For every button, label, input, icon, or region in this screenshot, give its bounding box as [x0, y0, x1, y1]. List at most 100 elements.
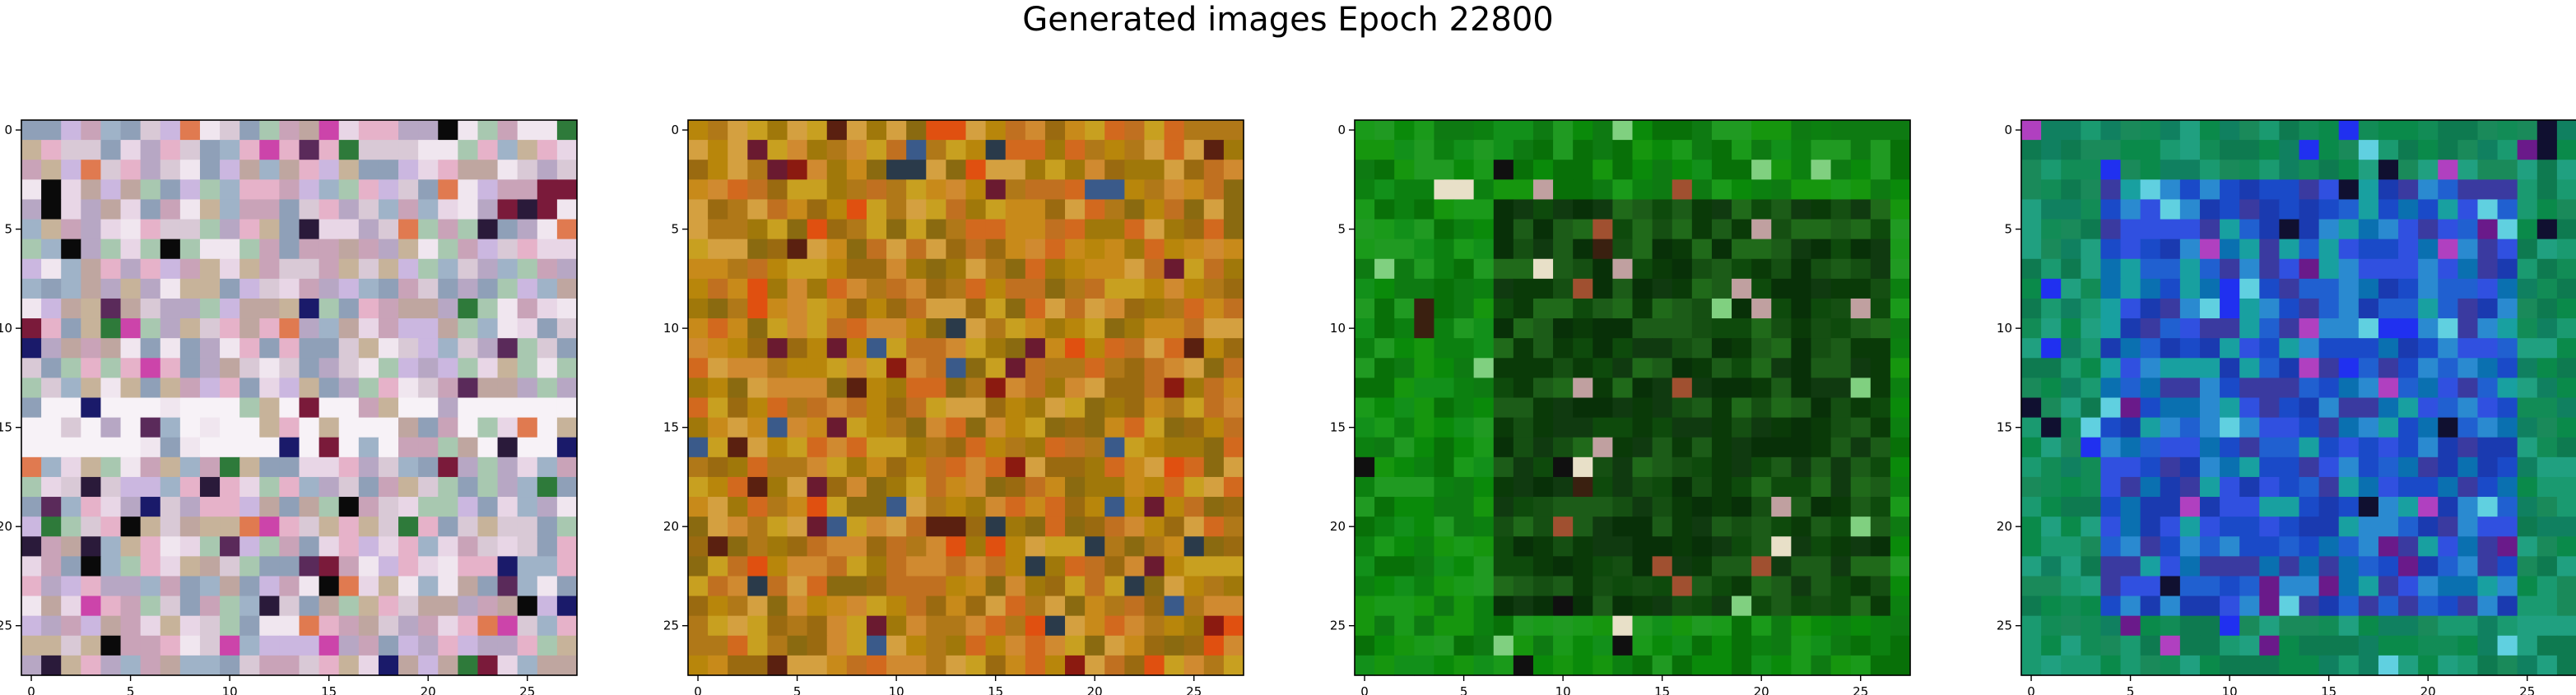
- pixel: [807, 655, 828, 676]
- pixel: [946, 635, 967, 656]
- pixel: [1085, 160, 1105, 180]
- pixel: [2517, 655, 2538, 676]
- pixel: [279, 278, 300, 299]
- pixel: [1890, 456, 1911, 478]
- pixel: [2259, 378, 2280, 399]
- pixel: [1355, 219, 1375, 240]
- pixel: [259, 258, 280, 280]
- pixel: [2299, 556, 2320, 577]
- pixel: [2378, 179, 2399, 201]
- pixel: [1223, 437, 1244, 458]
- pixel: [1612, 258, 1634, 280]
- pixel: [378, 239, 399, 260]
- pixel: [1493, 199, 1514, 220]
- pixel: [2378, 338, 2399, 359]
- pixel: [1374, 497, 1395, 517]
- pixel: [438, 239, 458, 260]
- pixel: [2438, 358, 2458, 378]
- pixel: [299, 278, 320, 299]
- pixel: [299, 615, 320, 637]
- pixel: [279, 358, 300, 378]
- pixel: [537, 258, 558, 280]
- pixel: [747, 576, 769, 597]
- pixel: [2418, 417, 2439, 438]
- pixel: [1414, 536, 1435, 557]
- pixel: [100, 615, 122, 637]
- pixel: [708, 140, 728, 160]
- pixel: [398, 239, 419, 260]
- pixel: [398, 338, 419, 359]
- pixel: [41, 278, 62, 299]
- pixel: [1183, 219, 1205, 240]
- pixel: [1104, 318, 1125, 339]
- pixel: [1005, 476, 1026, 498]
- pixel: [179, 140, 201, 160]
- pixel: [61, 517, 81, 537]
- pixel: [688, 120, 709, 141]
- pixel: [1850, 655, 1872, 676]
- pixel: [1532, 120, 1554, 141]
- pixel: [1672, 239, 1693, 260]
- pixel: [946, 576, 967, 597]
- pixel: [2179, 556, 2201, 577]
- pixel: [220, 397, 240, 419]
- pixel: [477, 160, 499, 180]
- pixel: [418, 160, 439, 180]
- pixel: [358, 437, 379, 458]
- pixel: [906, 120, 927, 141]
- pixel: [1751, 298, 1772, 319]
- pixel: [767, 476, 788, 498]
- pixel: [2497, 298, 2518, 319]
- pixel: [2120, 595, 2141, 617]
- pixel: [2318, 338, 2340, 359]
- pixel: [140, 378, 161, 399]
- pixel: [767, 378, 788, 399]
- pixel: [708, 258, 728, 280]
- pixel: [946, 417, 967, 438]
- pixel: [2536, 417, 2558, 438]
- pixel: [497, 615, 518, 637]
- pixel: [1044, 358, 1066, 378]
- pixel: [2081, 239, 2102, 260]
- y-tick-label: 25: [663, 619, 679, 633]
- pixel: [1164, 239, 1185, 260]
- pixel: [319, 378, 340, 399]
- pixel: [2497, 576, 2518, 597]
- pixel: [2061, 239, 2081, 260]
- pixel: [2338, 318, 2360, 339]
- pixel: [846, 239, 867, 260]
- pixel: [1394, 556, 1415, 577]
- pixel: [556, 417, 578, 438]
- pixel: [1374, 576, 1395, 597]
- pixel: [2338, 258, 2360, 280]
- pixel: [1044, 517, 1066, 537]
- pixel: [61, 437, 81, 458]
- pixel: [378, 120, 399, 141]
- pixel: [1223, 160, 1244, 180]
- pixel: [2239, 278, 2260, 299]
- pixel: [1085, 199, 1105, 220]
- pixel: [1532, 655, 1554, 676]
- pixel: [1771, 160, 1792, 180]
- pixel: [708, 635, 728, 656]
- pixel: [1065, 298, 1086, 319]
- pixel: [458, 199, 479, 220]
- pixel: [81, 576, 102, 597]
- pixel: [1612, 278, 1634, 299]
- pixel: [1593, 199, 1613, 220]
- pixel: [517, 219, 538, 240]
- pixel: [2338, 556, 2360, 577]
- pixel: [1811, 338, 1832, 359]
- pixel: [2457, 219, 2479, 240]
- pixel: [1453, 655, 1475, 676]
- pixel: [1453, 239, 1475, 260]
- pixel: [728, 140, 748, 160]
- pixel: [2318, 298, 2340, 319]
- pixel: [1434, 615, 1455, 637]
- pixel: [2338, 497, 2360, 517]
- pixel: [1652, 219, 1673, 240]
- pixel: [1732, 298, 1752, 319]
- pixel: [1085, 179, 1105, 201]
- pixel: [2438, 635, 2458, 656]
